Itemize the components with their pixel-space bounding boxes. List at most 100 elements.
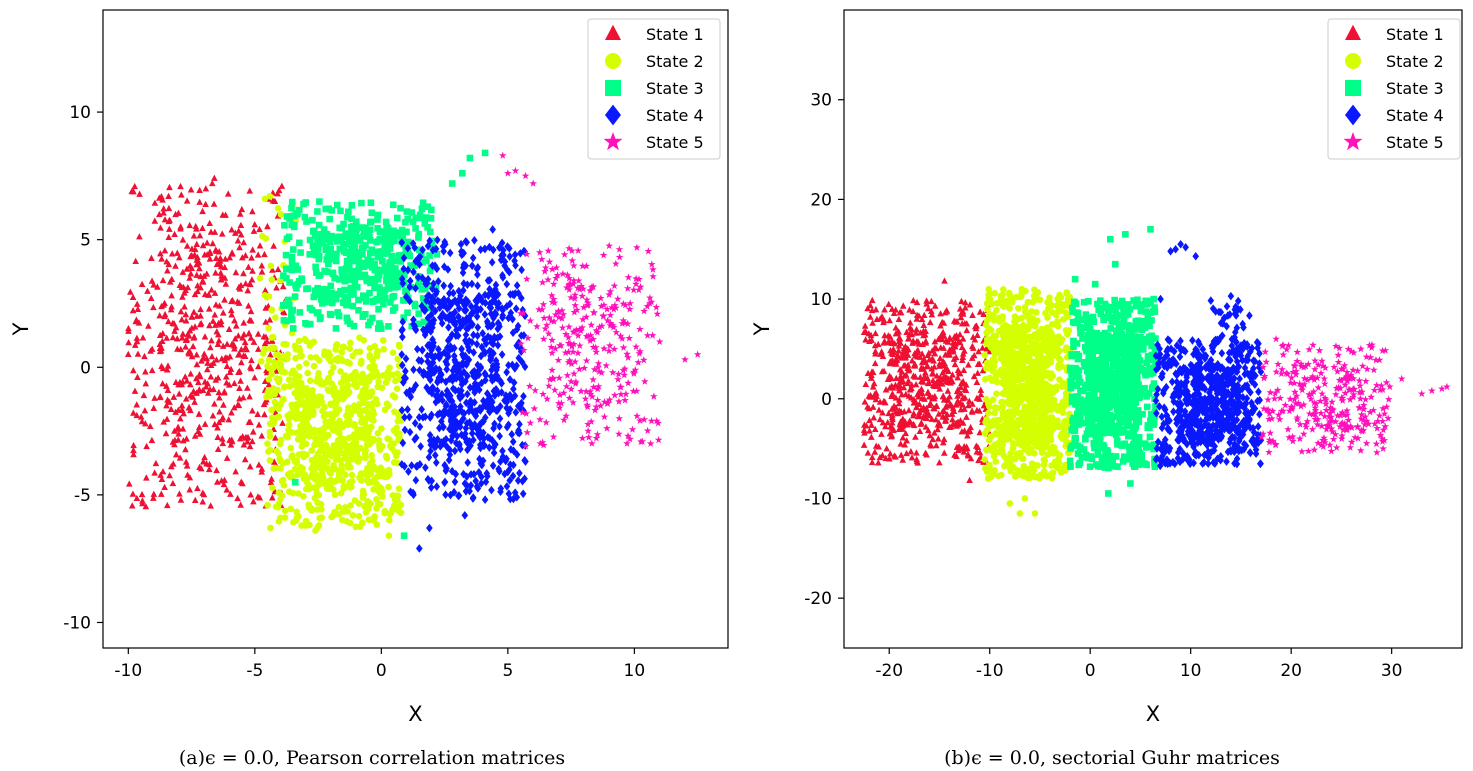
data-point (177, 182, 184, 190)
data-point (449, 288, 457, 298)
data-point (288, 260, 296, 267)
data-point (881, 306, 888, 313)
data-point (412, 284, 419, 293)
data-point (486, 407, 493, 416)
data-point (640, 307, 648, 315)
data-point (634, 358, 643, 366)
data-point (355, 296, 362, 304)
data-point (362, 298, 370, 305)
data-point (874, 459, 882, 466)
data-point (436, 409, 444, 418)
data-point (1017, 392, 1024, 400)
data-point (265, 324, 272, 332)
data-point (953, 443, 961, 450)
data-point (891, 340, 898, 347)
data-point (536, 415, 544, 423)
data-point (620, 371, 628, 379)
data-point (389, 201, 397, 209)
data-point (913, 455, 920, 463)
data-point (928, 307, 935, 315)
data-point (939, 439, 947, 446)
data-point (1001, 462, 1008, 470)
data-point (650, 392, 658, 400)
data-point (172, 262, 179, 269)
data-point (288, 204, 295, 212)
data-point (981, 456, 989, 463)
data-point (186, 274, 193, 281)
data-point (594, 382, 603, 390)
data-point (391, 237, 398, 245)
data-point (248, 254, 255, 261)
data-point (367, 257, 375, 265)
data-point (312, 484, 320, 492)
data-point (974, 360, 982, 367)
data-point (217, 263, 225, 270)
data-point (289, 306, 297, 314)
data-point (178, 402, 186, 409)
data-point (148, 277, 156, 284)
data-point (335, 312, 343, 320)
data-point (176, 454, 184, 461)
data-point (928, 347, 936, 354)
data-point (633, 243, 641, 251)
data-point (897, 440, 904, 447)
data-point (231, 229, 239, 236)
data-point (373, 521, 381, 528)
data-point (308, 447, 316, 454)
data-point (446, 445, 454, 455)
data-point (223, 362, 231, 369)
data-point (168, 250, 176, 257)
data-point (168, 275, 176, 283)
data-point (391, 502, 398, 509)
data-point (974, 331, 981, 338)
data-point (161, 312, 168, 320)
data-point (578, 434, 587, 442)
data-point (901, 420, 909, 428)
data-point (591, 406, 599, 414)
data-point (885, 409, 893, 417)
data-point (920, 365, 927, 372)
data-point (171, 230, 178, 238)
data-point (457, 239, 465, 249)
data-point (359, 519, 366, 527)
data-point (480, 441, 488, 451)
data-point (868, 371, 875, 379)
data-point (616, 332, 625, 340)
data-point (444, 336, 452, 345)
data-point (571, 357, 579, 366)
data-point (1002, 455, 1010, 462)
data-point (212, 321, 219, 328)
data-point (199, 498, 207, 505)
data-point (693, 350, 702, 358)
data-point (538, 438, 547, 446)
data-point (876, 415, 884, 423)
data-point (871, 393, 879, 400)
data-point (417, 442, 424, 451)
series-1 (860, 277, 993, 483)
data-point (394, 214, 401, 222)
data-point (341, 372, 349, 379)
data-point (939, 369, 947, 376)
data-point (867, 391, 874, 399)
data-point (614, 295, 622, 303)
data-point (327, 311, 335, 319)
data-point (399, 438, 407, 448)
data-point (355, 431, 363, 438)
data-point (629, 286, 638, 294)
data-point (503, 367, 510, 377)
data-point (928, 311, 936, 318)
data-point (615, 414, 623, 422)
data-point (362, 310, 369, 318)
data-point (156, 210, 163, 218)
data-point (490, 448, 498, 458)
data-point (166, 216, 173, 223)
data-point (949, 416, 956, 423)
x-axis-label: X (408, 702, 422, 726)
data-point (411, 300, 419, 308)
data-point (349, 223, 357, 230)
data-point (361, 435, 369, 442)
data-point (906, 306, 913, 313)
data-point (632, 274, 640, 282)
data-point (193, 351, 200, 358)
